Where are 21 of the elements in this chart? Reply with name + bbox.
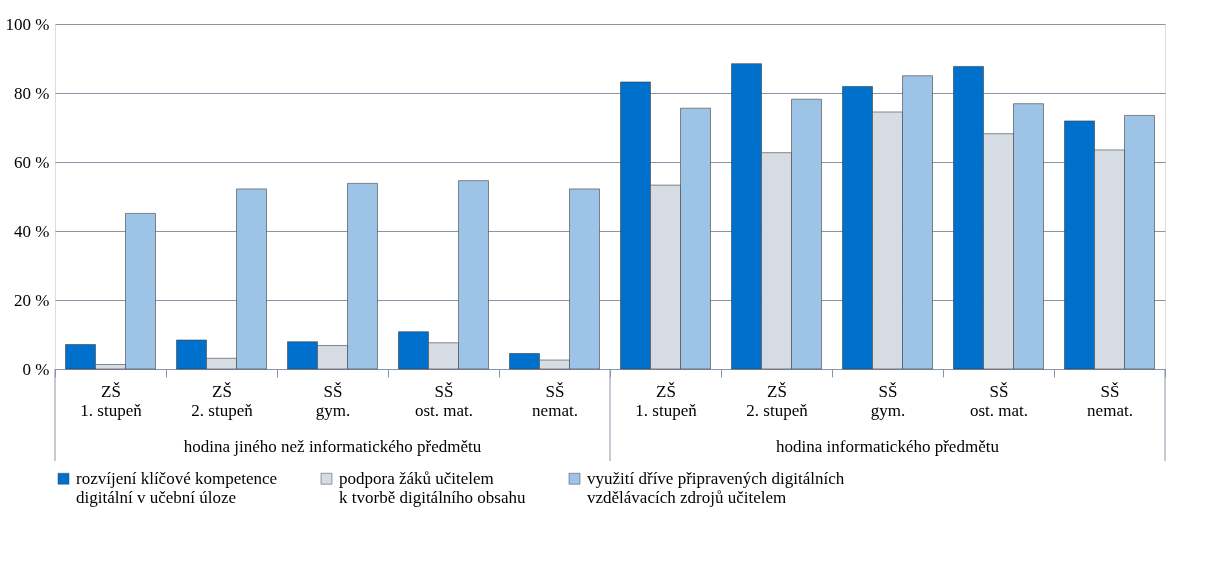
y-tick-label: 0 %: [22, 359, 50, 379]
x-tick-label: SŠ gym.: [315, 381, 351, 420]
x-tick-label: ZŠ 2. stupeň: [746, 381, 809, 420]
legend-label: podpora žáků učitelem k tvorbě digitálního obsahu: [339, 468, 526, 507]
x-tick-label: SŠ ost. mat.: [969, 381, 1029, 420]
x-tick-label: ZŠ 1. stupeň: [80, 381, 143, 420]
y-tick-label: 40 %: [14, 221, 50, 241]
text: hodina informatického předmětu: [776, 437, 1000, 456]
y-tick-label: 100 %: [5, 14, 50, 34]
x-tick-label: ZŠ 1. stupeň: [635, 381, 698, 420]
x-tick-label: SŠ ost. mat.: [414, 381, 474, 420]
legend-label: rozvíjení klíčové kompetence digitální v učební úloze: [76, 468, 278, 507]
y-tick-label: 60 %: [14, 152, 50, 172]
y-tick-label: 20 %: [14, 290, 50, 310]
x-tick-label: SŠ nemat.: [532, 381, 578, 420]
y-tick-label: 80 %: [14, 83, 50, 103]
x-tick-label: ZŠ 2. stupeň: [191, 381, 254, 420]
x-tick-label: SŠ nemat.: [1087, 381, 1133, 420]
x-tick-label: SŠ gym.: [870, 381, 906, 420]
legend-label: využití dříve připravených digitálních vzdělávacích zdrojů učitelem: [587, 468, 845, 507]
text: hodina jiného než informatického předmětu: [183, 437, 482, 456]
